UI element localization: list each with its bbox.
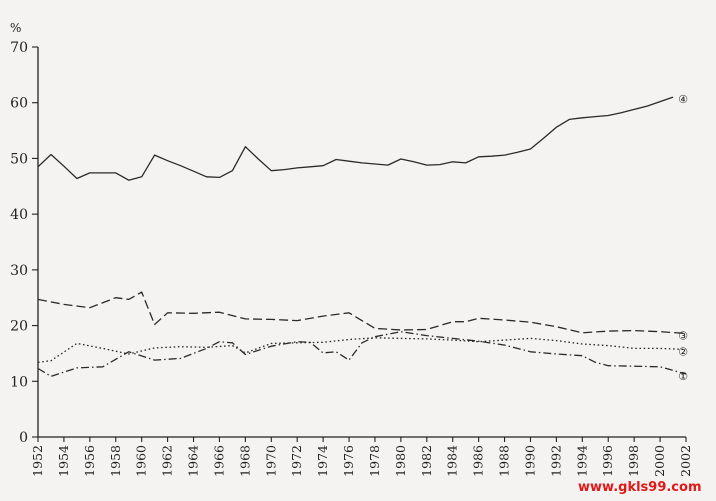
y-tick-label: 40 <box>10 207 28 223</box>
x-tick-label: 1982 <box>419 445 434 477</box>
x-tick-label: 1980 <box>393 445 408 477</box>
y-ticks: 0 10 20 30 40 50 60 70 <box>10 40 38 446</box>
series-line-2 <box>37 291 687 335</box>
x-tick-label: 1968 <box>237 445 252 477</box>
x-tick-label: 1992 <box>548 445 563 477</box>
series-marker-label: ② <box>678 346 688 359</box>
x-tick-label: 1964 <box>186 445 201 477</box>
x-tick-label: 1988 <box>497 445 512 477</box>
x-tick-label: 1956 <box>82 445 97 477</box>
series-line-1 <box>37 96 674 181</box>
x-tick-label: 2002 <box>678 445 693 477</box>
x-tick-label: 1970 <box>263 445 278 477</box>
y-axis-label: % <box>10 21 21 35</box>
x-ticks: 1952 1954 1956 1958 1960 1962 1964 1966 1968 1970… <box>30 437 693 477</box>
series-markers: ④ ③ ② ① <box>678 93 688 383</box>
series-layer <box>37 96 687 377</box>
x-tick-label: 1984 <box>445 445 460 477</box>
x-tick-label: 1998 <box>626 445 641 477</box>
series-marker-label: ① <box>678 370 688 383</box>
x-tick-label: 1958 <box>108 445 123 477</box>
x-tick-label: 1960 <box>134 445 149 477</box>
y-tick-label: 0 <box>19 430 28 446</box>
x-tick-label: 1994 <box>574 445 589 477</box>
series-marker-3: ② <box>678 346 688 359</box>
watermark-text: www.gkls99.com <box>578 480 702 495</box>
y-tick-label: 60 <box>10 96 28 112</box>
series-marker-label: ③ <box>678 329 688 342</box>
x-tick-label: 2000 <box>652 445 667 477</box>
series-marker-4: ① <box>678 370 688 383</box>
x-tick-label: 1952 <box>30 445 45 477</box>
y-tick-label: 70 <box>10 40 28 56</box>
x-tick-label: 1966 <box>211 445 226 477</box>
series-marker-1: ④ <box>678 93 688 106</box>
y-tick-label: 20 <box>10 319 28 335</box>
series-marker-2: ③ <box>678 329 688 342</box>
y-tick-label: 10 <box>10 374 28 390</box>
x-tick-label: 1954 <box>56 445 71 477</box>
x-tick-label: 1962 <box>160 445 175 477</box>
axes <box>37 47 686 438</box>
x-tick-label: 1972 <box>289 445 304 477</box>
x-tick-label: 1996 <box>600 445 615 477</box>
series-line-4 <box>37 331 687 377</box>
series-marker-label: ④ <box>678 93 688 106</box>
x-tick-label: 1976 <box>341 445 356 477</box>
y-tick-label: 30 <box>10 263 28 279</box>
x-tick-label: 1990 <box>522 445 537 477</box>
x-tick-label: 1974 <box>315 445 330 477</box>
x-tick-label: 1986 <box>471 445 486 477</box>
y-tick-label: 50 <box>10 151 28 167</box>
series-line-3 <box>37 337 687 363</box>
x-tick-label: 1978 <box>367 445 382 477</box>
